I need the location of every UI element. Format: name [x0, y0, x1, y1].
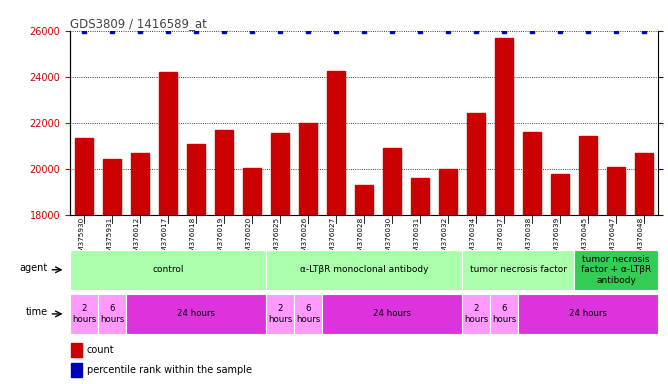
Bar — [518, 294, 658, 334]
Text: 2
hours: 2 hours — [72, 304, 96, 324]
Bar — [126, 294, 266, 334]
Bar — [299, 123, 317, 215]
Text: control: control — [152, 265, 184, 274]
Text: GSM376031: GSM376031 — [414, 217, 420, 261]
Bar — [103, 159, 121, 215]
Bar — [551, 174, 569, 215]
Bar — [439, 169, 457, 215]
Bar — [271, 133, 289, 215]
Text: GSM376045: GSM376045 — [582, 217, 588, 261]
Bar — [75, 138, 94, 215]
Bar — [131, 153, 149, 215]
Text: GSM376027: GSM376027 — [330, 217, 336, 261]
Text: GSM376020: GSM376020 — [246, 217, 252, 261]
Bar — [495, 38, 513, 215]
Text: GSM376012: GSM376012 — [134, 217, 140, 261]
Text: GDS3809 / 1416589_at: GDS3809 / 1416589_at — [70, 17, 207, 30]
Bar — [187, 144, 205, 215]
Bar — [467, 113, 485, 215]
Text: GSM376025: GSM376025 — [274, 217, 280, 261]
Bar — [579, 136, 597, 215]
Text: GSM376028: GSM376028 — [358, 217, 364, 261]
Text: tumor necrosis
factor + α-LTβR
antibody: tumor necrosis factor + α-LTβR antibody — [581, 255, 651, 285]
Text: GSM376019: GSM376019 — [218, 217, 224, 261]
Bar — [411, 178, 429, 215]
Text: GSM376017: GSM376017 — [162, 217, 168, 261]
Bar — [462, 250, 574, 290]
Text: 6
hours: 6 hours — [100, 304, 124, 324]
Text: GSM375931: GSM375931 — [106, 217, 112, 261]
Text: GSM376018: GSM376018 — [190, 217, 196, 261]
Text: agent: agent — [20, 263, 48, 273]
Bar — [71, 343, 82, 357]
Bar — [71, 363, 82, 377]
Text: 2
hours: 2 hours — [268, 304, 292, 324]
Text: GSM376048: GSM376048 — [638, 217, 644, 261]
Bar — [98, 294, 126, 334]
Bar — [490, 294, 518, 334]
Bar — [355, 185, 373, 215]
Text: 2
hours: 2 hours — [464, 304, 488, 324]
Bar — [574, 250, 658, 290]
Text: tumor necrosis factor: tumor necrosis factor — [470, 265, 566, 274]
Text: 6
hours: 6 hours — [492, 304, 516, 324]
Bar — [159, 72, 177, 215]
Text: GSM376038: GSM376038 — [526, 217, 532, 261]
Text: GSM376047: GSM376047 — [610, 217, 616, 261]
Text: 24 hours: 24 hours — [569, 310, 607, 318]
Text: percentile rank within the sample: percentile rank within the sample — [87, 365, 252, 375]
Bar — [327, 71, 345, 215]
Bar — [215, 130, 233, 215]
Bar — [266, 250, 462, 290]
Bar — [322, 294, 462, 334]
Bar — [266, 294, 294, 334]
Text: GSM376039: GSM376039 — [554, 217, 560, 261]
Text: GSM376037: GSM376037 — [498, 217, 504, 261]
Text: GSM376032: GSM376032 — [442, 217, 448, 261]
Bar — [462, 294, 490, 334]
Bar — [243, 168, 261, 215]
Text: GSM376030: GSM376030 — [386, 217, 392, 261]
Text: 24 hours: 24 hours — [177, 310, 215, 318]
Text: GSM375930: GSM375930 — [78, 217, 84, 261]
Text: 6
hours: 6 hours — [296, 304, 320, 324]
Text: 24 hours: 24 hours — [373, 310, 411, 318]
Text: GSM376026: GSM376026 — [302, 217, 308, 261]
Bar — [70, 294, 98, 334]
Bar — [607, 167, 625, 215]
Text: GSM376034: GSM376034 — [470, 217, 476, 261]
Bar — [635, 153, 653, 215]
Bar — [70, 250, 266, 290]
Bar — [523, 132, 541, 215]
Bar — [383, 148, 401, 215]
Bar — [294, 294, 322, 334]
Text: count: count — [87, 345, 114, 355]
Text: time: time — [26, 307, 48, 317]
Text: α-LTβR monoclonal antibody: α-LTβR monoclonal antibody — [300, 265, 428, 274]
